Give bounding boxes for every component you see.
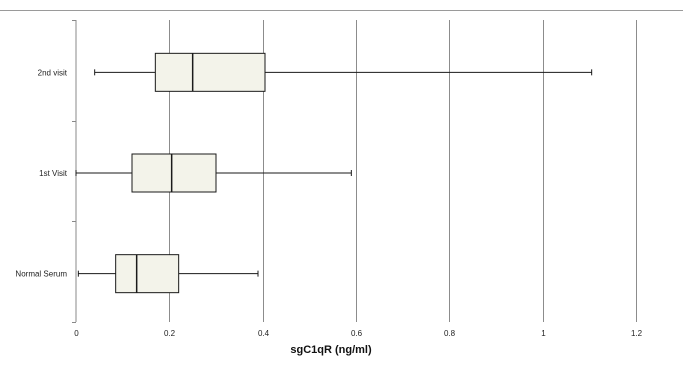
box-1st-visit xyxy=(75,153,352,193)
y-category-label: 2nd visit xyxy=(38,68,68,77)
x-tick-label: 1 xyxy=(541,329,546,338)
iqr-box xyxy=(131,153,217,193)
y-category-label: 1st Visit xyxy=(39,169,68,178)
x-tick-label: 0.4 xyxy=(258,329,270,338)
box-2nd-visit xyxy=(94,52,593,92)
tick-labels: 0 0.2 0.4 0.6 0.8 1 1.2 2nd visit 1st Visit Norma… xyxy=(15,68,642,338)
x-tick-label: 0.6 xyxy=(351,329,363,338)
y-category-label: Normal Serum xyxy=(15,270,67,279)
iqr-box xyxy=(154,52,266,92)
x-tick-label: 1.2 xyxy=(631,329,643,338)
box-series xyxy=(75,52,593,294)
x-tick-label: 0.2 xyxy=(164,329,176,338)
x-tick-label: 0 xyxy=(74,329,79,338)
x-axis-title: sgC1qR (ng/ml) xyxy=(290,344,372,356)
box-normal-serum xyxy=(77,254,259,294)
axes xyxy=(72,20,77,323)
iqr-box xyxy=(115,254,180,294)
x-tick-label: 0.8 xyxy=(444,329,456,338)
top-border-line xyxy=(0,10,683,11)
